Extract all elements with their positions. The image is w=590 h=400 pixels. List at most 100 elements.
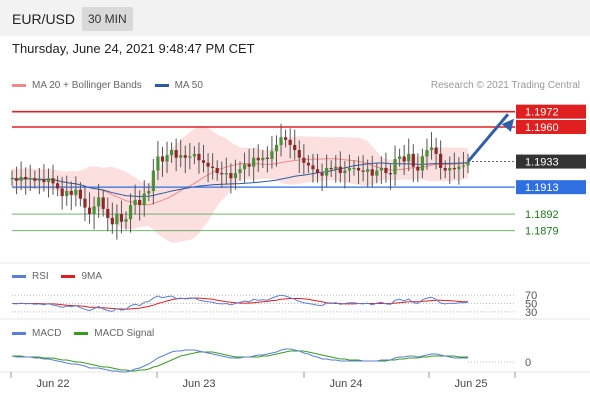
candle-body — [224, 173, 228, 175]
candle — [393, 145, 397, 186]
candle-body — [115, 214, 119, 225]
candle — [106, 197, 110, 232]
candle — [343, 160, 347, 189]
candle-body — [402, 156, 406, 162]
candle-body — [347, 167, 352, 171]
candle-body — [170, 150, 174, 156]
candle — [83, 187, 87, 222]
legend-item-macd-signal: MACD Signal — [74, 328, 154, 339]
candle — [74, 176, 78, 207]
candle — [151, 159, 155, 205]
candle-body — [174, 150, 178, 158]
candle — [370, 155, 374, 188]
candle — [429, 132, 434, 160]
legend-item-ma50: MA 50 — [154, 80, 203, 91]
candle-body — [315, 169, 320, 174]
candle — [279, 123, 283, 157]
candle-body — [156, 156, 160, 171]
candle-body — [233, 173, 238, 179]
candle — [174, 138, 178, 172]
candle-body — [192, 153, 196, 157]
candle — [302, 144, 306, 175]
candle-body — [211, 166, 215, 168]
symbol-label: EUR/USD — [12, 11, 76, 27]
candle-body — [457, 166, 461, 170]
timeframe-badge[interactable]: 30 MIN — [82, 7, 133, 31]
candle-body — [411, 153, 415, 167]
candle-body — [274, 144, 279, 152]
price-level-label: 1.1960 — [525, 122, 559, 134]
candle — [33, 170, 37, 189]
candle — [110, 202, 114, 234]
rsi-level-label: 70 — [525, 290, 537, 302]
candle — [439, 140, 443, 180]
price-level-label: 1.1892 — [525, 209, 559, 221]
candle-body — [147, 191, 151, 194]
candle — [425, 138, 429, 170]
candle-body — [256, 157, 260, 161]
candle-body — [329, 167, 333, 170]
chart-datetime: Thursday, June 24, 2021 9:48:47 PM CET — [12, 41, 255, 56]
price-level-badge — [516, 120, 586, 134]
candle-body — [138, 199, 142, 206]
price-level-label: 1.1933 — [525, 157, 559, 169]
candle — [315, 153, 320, 183]
candle-body — [311, 165, 315, 170]
candle-body — [142, 193, 146, 206]
candle — [124, 211, 128, 230]
candle-body — [160, 156, 165, 162]
candle — [183, 145, 187, 174]
candle-body — [429, 147, 434, 151]
candle-body — [179, 155, 183, 158]
candle-body — [119, 214, 124, 222]
legend-item-ma20: MA 20 + Bollinger Bands — [12, 80, 142, 91]
candle — [443, 160, 447, 179]
candle — [60, 176, 64, 210]
candle — [242, 152, 247, 183]
candle — [14, 166, 19, 195]
candle — [128, 193, 133, 233]
rsi-level-label: 30 — [525, 307, 537, 319]
candle-body — [352, 167, 356, 169]
candle — [229, 163, 233, 194]
rsi-level-label: 50 — [525, 299, 537, 311]
rsi-line — [11, 294, 469, 312]
candle — [97, 183, 101, 218]
candle — [252, 148, 256, 183]
candle — [46, 168, 51, 198]
price-level-label: 1.1879 — [525, 226, 559, 238]
candle — [297, 140, 301, 174]
price-level-badge — [516, 104, 586, 119]
candle — [265, 146, 269, 173]
candle-body — [343, 170, 347, 174]
candle — [247, 148, 251, 177]
candle-body — [201, 160, 206, 163]
candle-body — [375, 170, 379, 176]
macd-line — [11, 348, 468, 373]
candle — [160, 146, 165, 177]
candle-body — [443, 167, 447, 171]
forecast-arrow-head — [501, 118, 514, 132]
candle — [179, 139, 183, 168]
candle-body — [65, 191, 69, 197]
candle-body — [320, 173, 324, 176]
x-tick-label: Jun 24 — [329, 378, 362, 390]
candle-body — [356, 167, 361, 171]
candle — [78, 182, 82, 207]
candle — [101, 189, 105, 217]
candle-body — [42, 179, 46, 183]
candle-body — [46, 178, 51, 183]
candle — [192, 146, 196, 165]
candle-body — [388, 173, 393, 175]
candle-body — [215, 167, 219, 174]
candle-body — [238, 169, 242, 174]
candle-body — [33, 178, 37, 181]
candle — [220, 161, 224, 188]
legend-item-rsi-ma: 9MA — [61, 271, 102, 282]
candle — [448, 156, 452, 184]
candle-body — [302, 157, 306, 163]
candle — [165, 141, 169, 174]
candle-body — [151, 170, 155, 191]
price-level-badge — [516, 154, 586, 169]
